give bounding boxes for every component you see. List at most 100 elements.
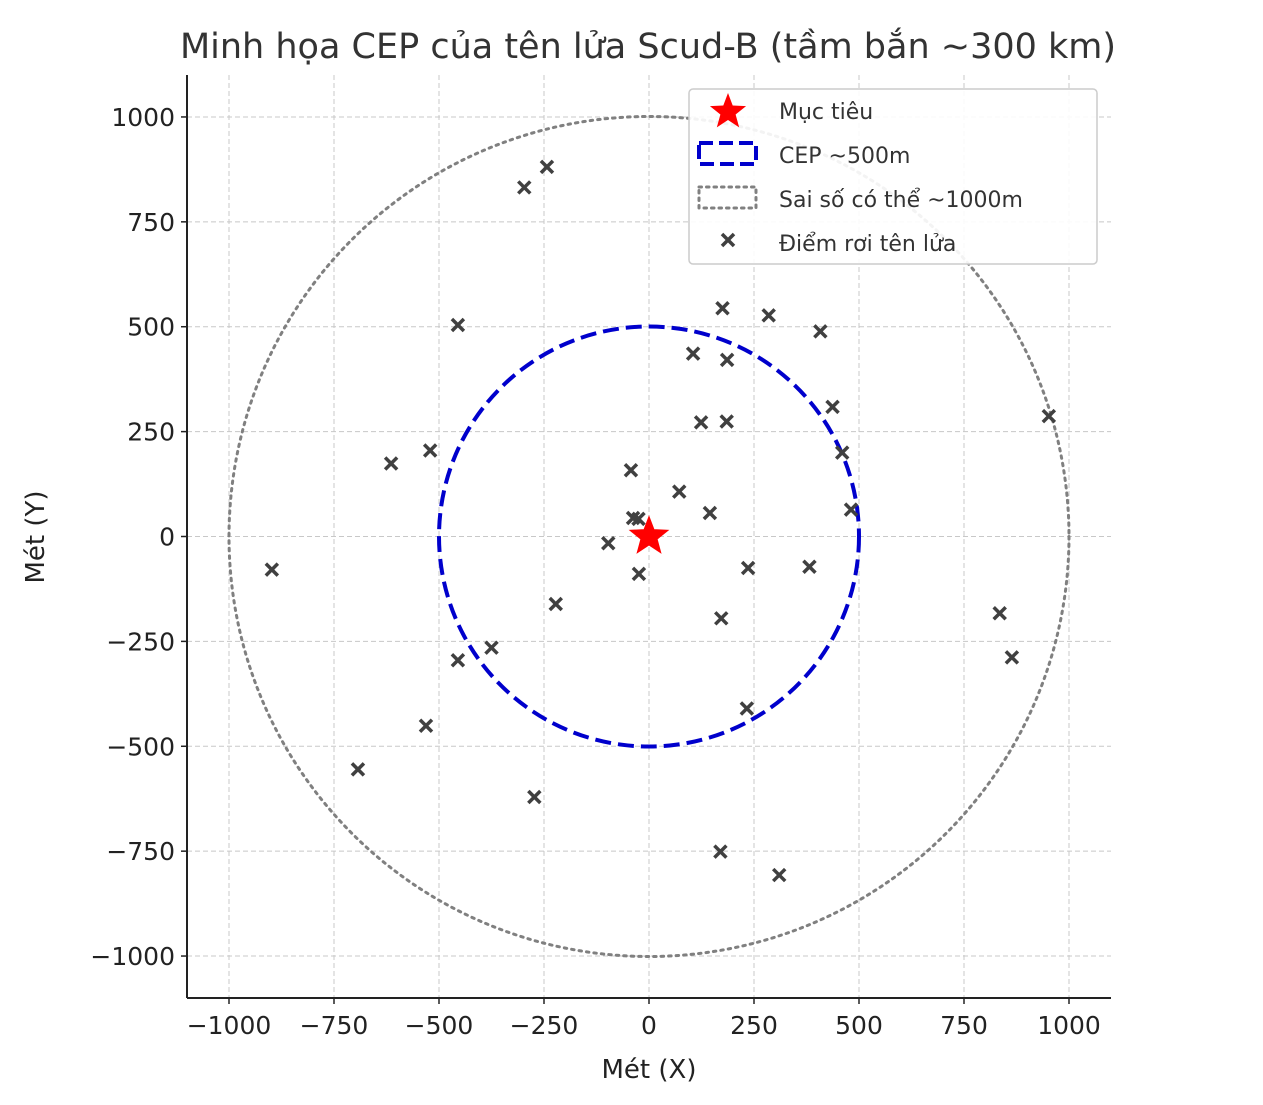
impact-point xyxy=(1004,650,1020,665)
impact-point xyxy=(843,502,859,517)
impact-mark-stroke xyxy=(719,352,735,368)
legend-item-impacts: Điểm rơi tên lửa xyxy=(720,232,956,257)
impact-mark-stroke xyxy=(484,640,499,655)
impact-point xyxy=(383,456,399,471)
impact-point xyxy=(450,653,466,668)
legend-label: CEP ~500m xyxy=(779,144,910,169)
impact-mark-stroke xyxy=(834,445,850,460)
impact-point xyxy=(672,484,687,499)
impact-mark-stroke xyxy=(350,762,366,777)
impact-point xyxy=(992,606,1007,621)
impact-point xyxy=(771,867,787,883)
cep-circle xyxy=(437,324,861,749)
y-tick-label: 1000 xyxy=(111,103,175,132)
impact-point xyxy=(422,443,438,458)
impact-mark-stroke xyxy=(693,415,709,430)
impact-mark-stroke xyxy=(672,484,687,499)
x-tick-label: 0 xyxy=(641,1011,657,1040)
y-tick-label: 750 xyxy=(127,208,175,237)
y-tick-label: −250 xyxy=(106,627,175,656)
impact-point xyxy=(802,559,817,574)
x-tick-label: 750 xyxy=(940,1011,988,1040)
impact-mark-stroke xyxy=(418,718,434,733)
legend: Mục tiêu CEP ~500m Sai số có thể ~1000m Điể… xyxy=(688,88,1098,265)
impact-mark-stroke xyxy=(771,867,787,883)
y-tick-label: 250 xyxy=(127,418,175,447)
legend-item-cep: CEP ~500m xyxy=(697,141,910,169)
impact-point xyxy=(685,346,701,361)
legend-impact-marker xyxy=(720,232,736,248)
impact-mark-stroke xyxy=(740,560,756,576)
legend-item-error: Sai số có thể ~1000m xyxy=(697,185,1023,213)
impact-mark-stroke xyxy=(713,844,728,859)
impact-mark-stroke xyxy=(825,399,840,415)
y-tick-label: 0 xyxy=(159,523,175,552)
impact-mark-stroke xyxy=(720,232,736,248)
target xyxy=(628,515,670,554)
impact-point xyxy=(450,317,466,333)
impact-mark-stroke xyxy=(739,701,755,716)
impact-point xyxy=(418,718,434,733)
impact-point xyxy=(264,562,280,577)
y-axis-label: Mét (Y) xyxy=(21,490,51,583)
impact-mark-stroke xyxy=(1041,408,1057,424)
impact-mark-stroke xyxy=(813,324,828,339)
x-tick-label: −1000 xyxy=(187,1011,272,1040)
x-tick-label: −500 xyxy=(405,1011,474,1040)
y-tick-label: −1000 xyxy=(90,942,175,971)
legend-cep-swatch xyxy=(697,141,758,166)
impact-mark-stroke xyxy=(1004,650,1020,665)
impact-point xyxy=(713,844,728,859)
impact-mark-stroke xyxy=(702,505,718,521)
circles xyxy=(227,115,1071,958)
legend-label: Điểm rơi tên lửa xyxy=(779,232,956,257)
impact-mark-stroke xyxy=(714,611,729,626)
impact-point xyxy=(548,596,563,612)
impact-mark-stroke xyxy=(623,462,639,478)
impact-mark-stroke xyxy=(383,456,399,471)
x-tick-label: 250 xyxy=(730,1011,778,1040)
impact-mark-stroke xyxy=(631,566,647,582)
x-tick-label: −250 xyxy=(510,1011,579,1040)
chart-title: Minh họa CEP của tên lửa Scud-B (tầm bắn… xyxy=(180,26,1116,67)
impact-mark-stroke xyxy=(761,308,776,323)
impact-mark-stroke xyxy=(992,606,1007,621)
impact-mark-stroke xyxy=(422,443,438,458)
impact-mark-stroke xyxy=(450,653,466,668)
error-circle xyxy=(227,115,1071,958)
y-tick-label: 500 xyxy=(127,313,175,342)
impact-point xyxy=(715,301,730,316)
impact-points xyxy=(264,159,1057,883)
ticks: −1000 −750 −500 −250 0 250 500 750 1000 −1000 −750… xyxy=(90,103,1100,1040)
impact-point xyxy=(539,159,555,175)
y-tick-label: −750 xyxy=(106,837,175,866)
impact-mark-stroke xyxy=(843,502,859,517)
impact-point xyxy=(693,415,709,430)
x-tick-label: −750 xyxy=(300,1011,369,1040)
impact-point xyxy=(719,414,734,429)
impact-point xyxy=(702,505,718,521)
impact-point xyxy=(714,611,729,626)
impact-mark-stroke xyxy=(631,511,646,527)
impact-mark-stroke xyxy=(264,562,280,577)
y-tick-label: −500 xyxy=(106,732,175,761)
impact-point xyxy=(739,701,755,716)
impact-point xyxy=(1041,408,1057,424)
impact-point xyxy=(834,445,850,460)
impact-point xyxy=(484,640,499,655)
legend-label: Mục tiêu xyxy=(779,100,873,125)
impact-mark-stroke xyxy=(548,596,563,612)
impact-point xyxy=(740,560,756,576)
impact-point xyxy=(825,399,840,415)
impact-mark-stroke xyxy=(719,414,734,429)
target-star xyxy=(628,515,670,554)
impact-point xyxy=(527,789,542,805)
impact-point xyxy=(813,324,828,339)
impact-mark-stroke xyxy=(517,180,532,195)
x-axis-label: Mét (X) xyxy=(602,1055,697,1085)
legend-label: Sai số có thể ~1000m xyxy=(779,188,1023,213)
impact-mark-stroke xyxy=(601,535,616,551)
impact-point xyxy=(350,762,366,777)
legend-error-swatch xyxy=(697,185,758,210)
